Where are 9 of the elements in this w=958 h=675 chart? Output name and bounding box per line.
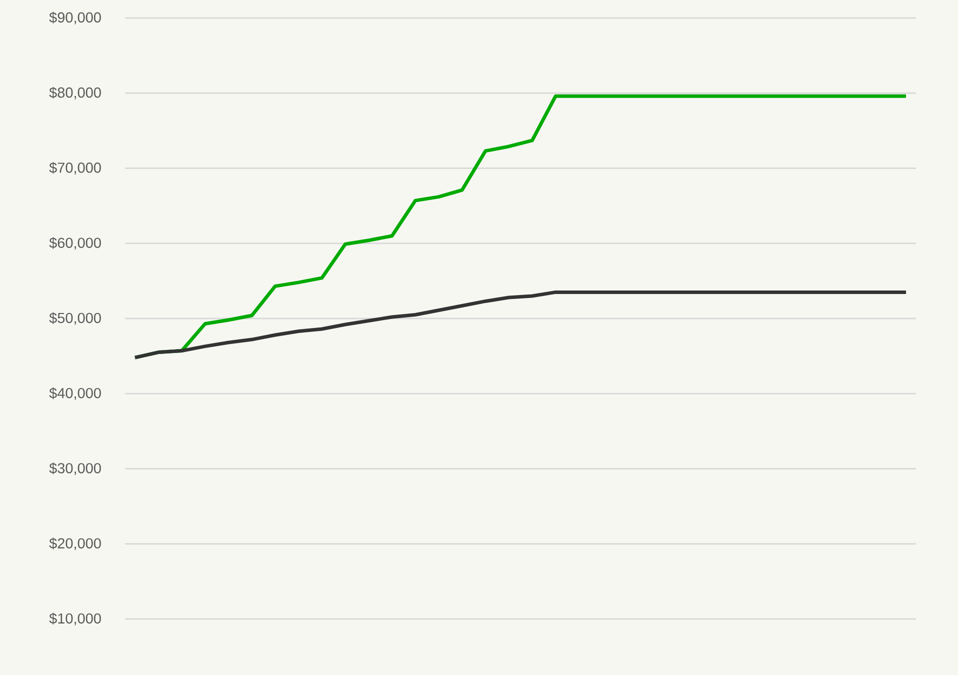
- y-tick-label: $90,000: [49, 12, 101, 24]
- y-tick-label: $50,000: [49, 312, 101, 325]
- y-tick-label: $20,000: [49, 538, 101, 550]
- y-tick-label: $80,000: [49, 86, 101, 100]
- y-tick-label: $60,000: [49, 237, 101, 250]
- y-tick-label: $40,000: [49, 387, 101, 400]
- y-tick-label: $10,000: [49, 612, 101, 626]
- y-tick-label: $70,000: [49, 162, 101, 175]
- y-tick-label: $30,000: [49, 462, 101, 476]
